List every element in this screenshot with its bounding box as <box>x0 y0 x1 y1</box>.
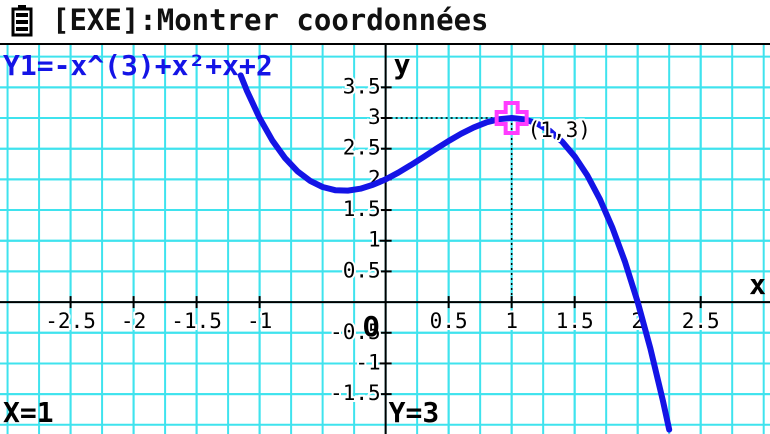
y-tick-label: -0.5 <box>330 320 381 344</box>
x-tick-label: 0.5 <box>430 309 468 333</box>
y-tick-label: -1 <box>355 350 380 374</box>
y-tick-label: 0.5 <box>343 258 381 282</box>
y-tick-label: 3 <box>368 105 381 129</box>
origin-label: O <box>363 310 380 343</box>
y-axis-label: y <box>394 48 411 81</box>
cursor-label: (1,3) <box>528 118 591 142</box>
y-tick-label: 1 <box>368 228 381 252</box>
curve <box>237 72 673 433</box>
x-tick-label: 1.5 <box>556 309 594 333</box>
y-tick-label: 2.5 <box>343 136 381 160</box>
y-readout: Y=3 <box>389 396 440 429</box>
function-label: Y1=-x^(3)+x²+x+2 <box>3 49 273 82</box>
x-tick-label: -1 <box>247 309 272 333</box>
trace-cursor <box>494 101 529 136</box>
y-tick-label: -1.5 <box>330 381 381 405</box>
y-tick-label: 3.5 <box>343 74 381 98</box>
x-axis-label: x <box>749 268 766 301</box>
header-title: [EXE]:Montrer coordonnées <box>52 3 489 37</box>
x-tick-label: 1 <box>505 309 518 333</box>
x-tick-label: 2.5 <box>682 309 720 333</box>
y-tick-label: 1.5 <box>343 197 381 221</box>
battery-icon <box>11 5 33 37</box>
x-tick-label: -2 <box>121 309 146 333</box>
x-tick-label: -2.5 <box>45 309 96 333</box>
plot: -2.5 -2 -1.5 -1 0.5 1 1.5 2 2.53.532.521.510.5-0… <box>0 45 770 434</box>
x-tick-label: -1.5 <box>171 309 222 333</box>
x-readout: X=1 <box>3 396 54 429</box>
